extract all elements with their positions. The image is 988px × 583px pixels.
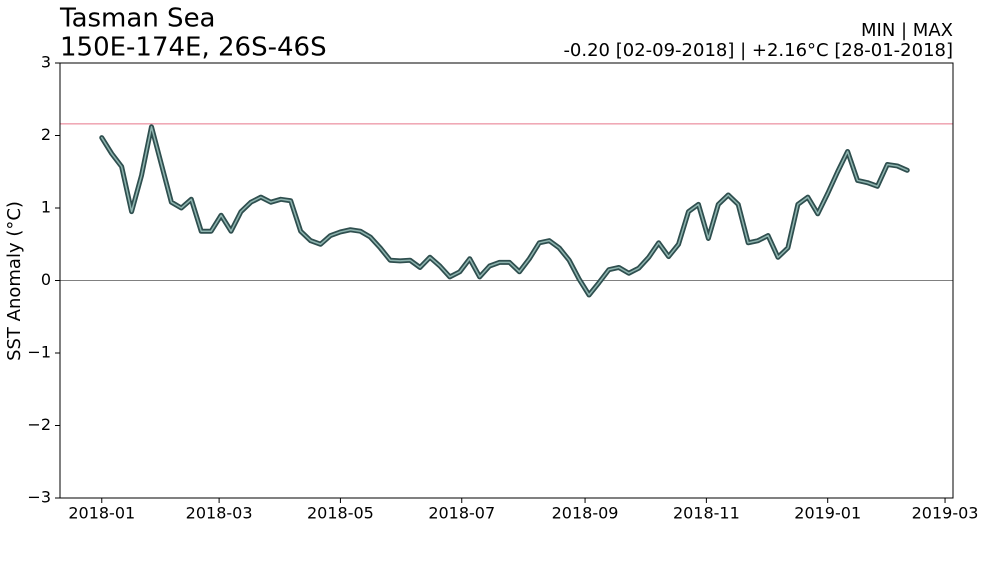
x-tick-label: 2019-01 xyxy=(794,504,861,523)
series-line xyxy=(101,126,909,296)
y-tick-label: 2 xyxy=(41,125,51,144)
x-tick-label: 2018-07 xyxy=(428,504,495,523)
x-tick-label: 2018-01 xyxy=(68,504,135,523)
stats: -0.20 [02-09-2018] | +2.16°C [28-01-2018… xyxy=(563,40,953,61)
x-tick-label: 2018-05 xyxy=(307,504,374,523)
chart-subtitle: 150E-174E, 26S-46S xyxy=(60,33,327,63)
x-tick-label: 2018-03 xyxy=(186,504,253,523)
y-tick-label: 3 xyxy=(41,53,51,72)
stats-heading: MIN | MAX xyxy=(861,20,953,41)
y-axis-label: SST Anomaly (°C) xyxy=(4,201,25,361)
y-tick-label: −1 xyxy=(27,343,51,362)
series-line-outline xyxy=(99,124,910,298)
y-tick-label: 0 xyxy=(41,270,51,289)
chart-title: Tasman Sea xyxy=(59,4,216,34)
x-tick-label: 2019-03 xyxy=(912,504,979,523)
x-tick-label: 2018-09 xyxy=(552,504,619,523)
y-tick-label: −2 xyxy=(27,415,51,434)
x-tick-label: 2018-11 xyxy=(673,504,740,523)
y-tick-label: −3 xyxy=(27,488,51,507)
y-tick-label: 1 xyxy=(41,198,51,217)
plot-frame xyxy=(59,62,954,499)
